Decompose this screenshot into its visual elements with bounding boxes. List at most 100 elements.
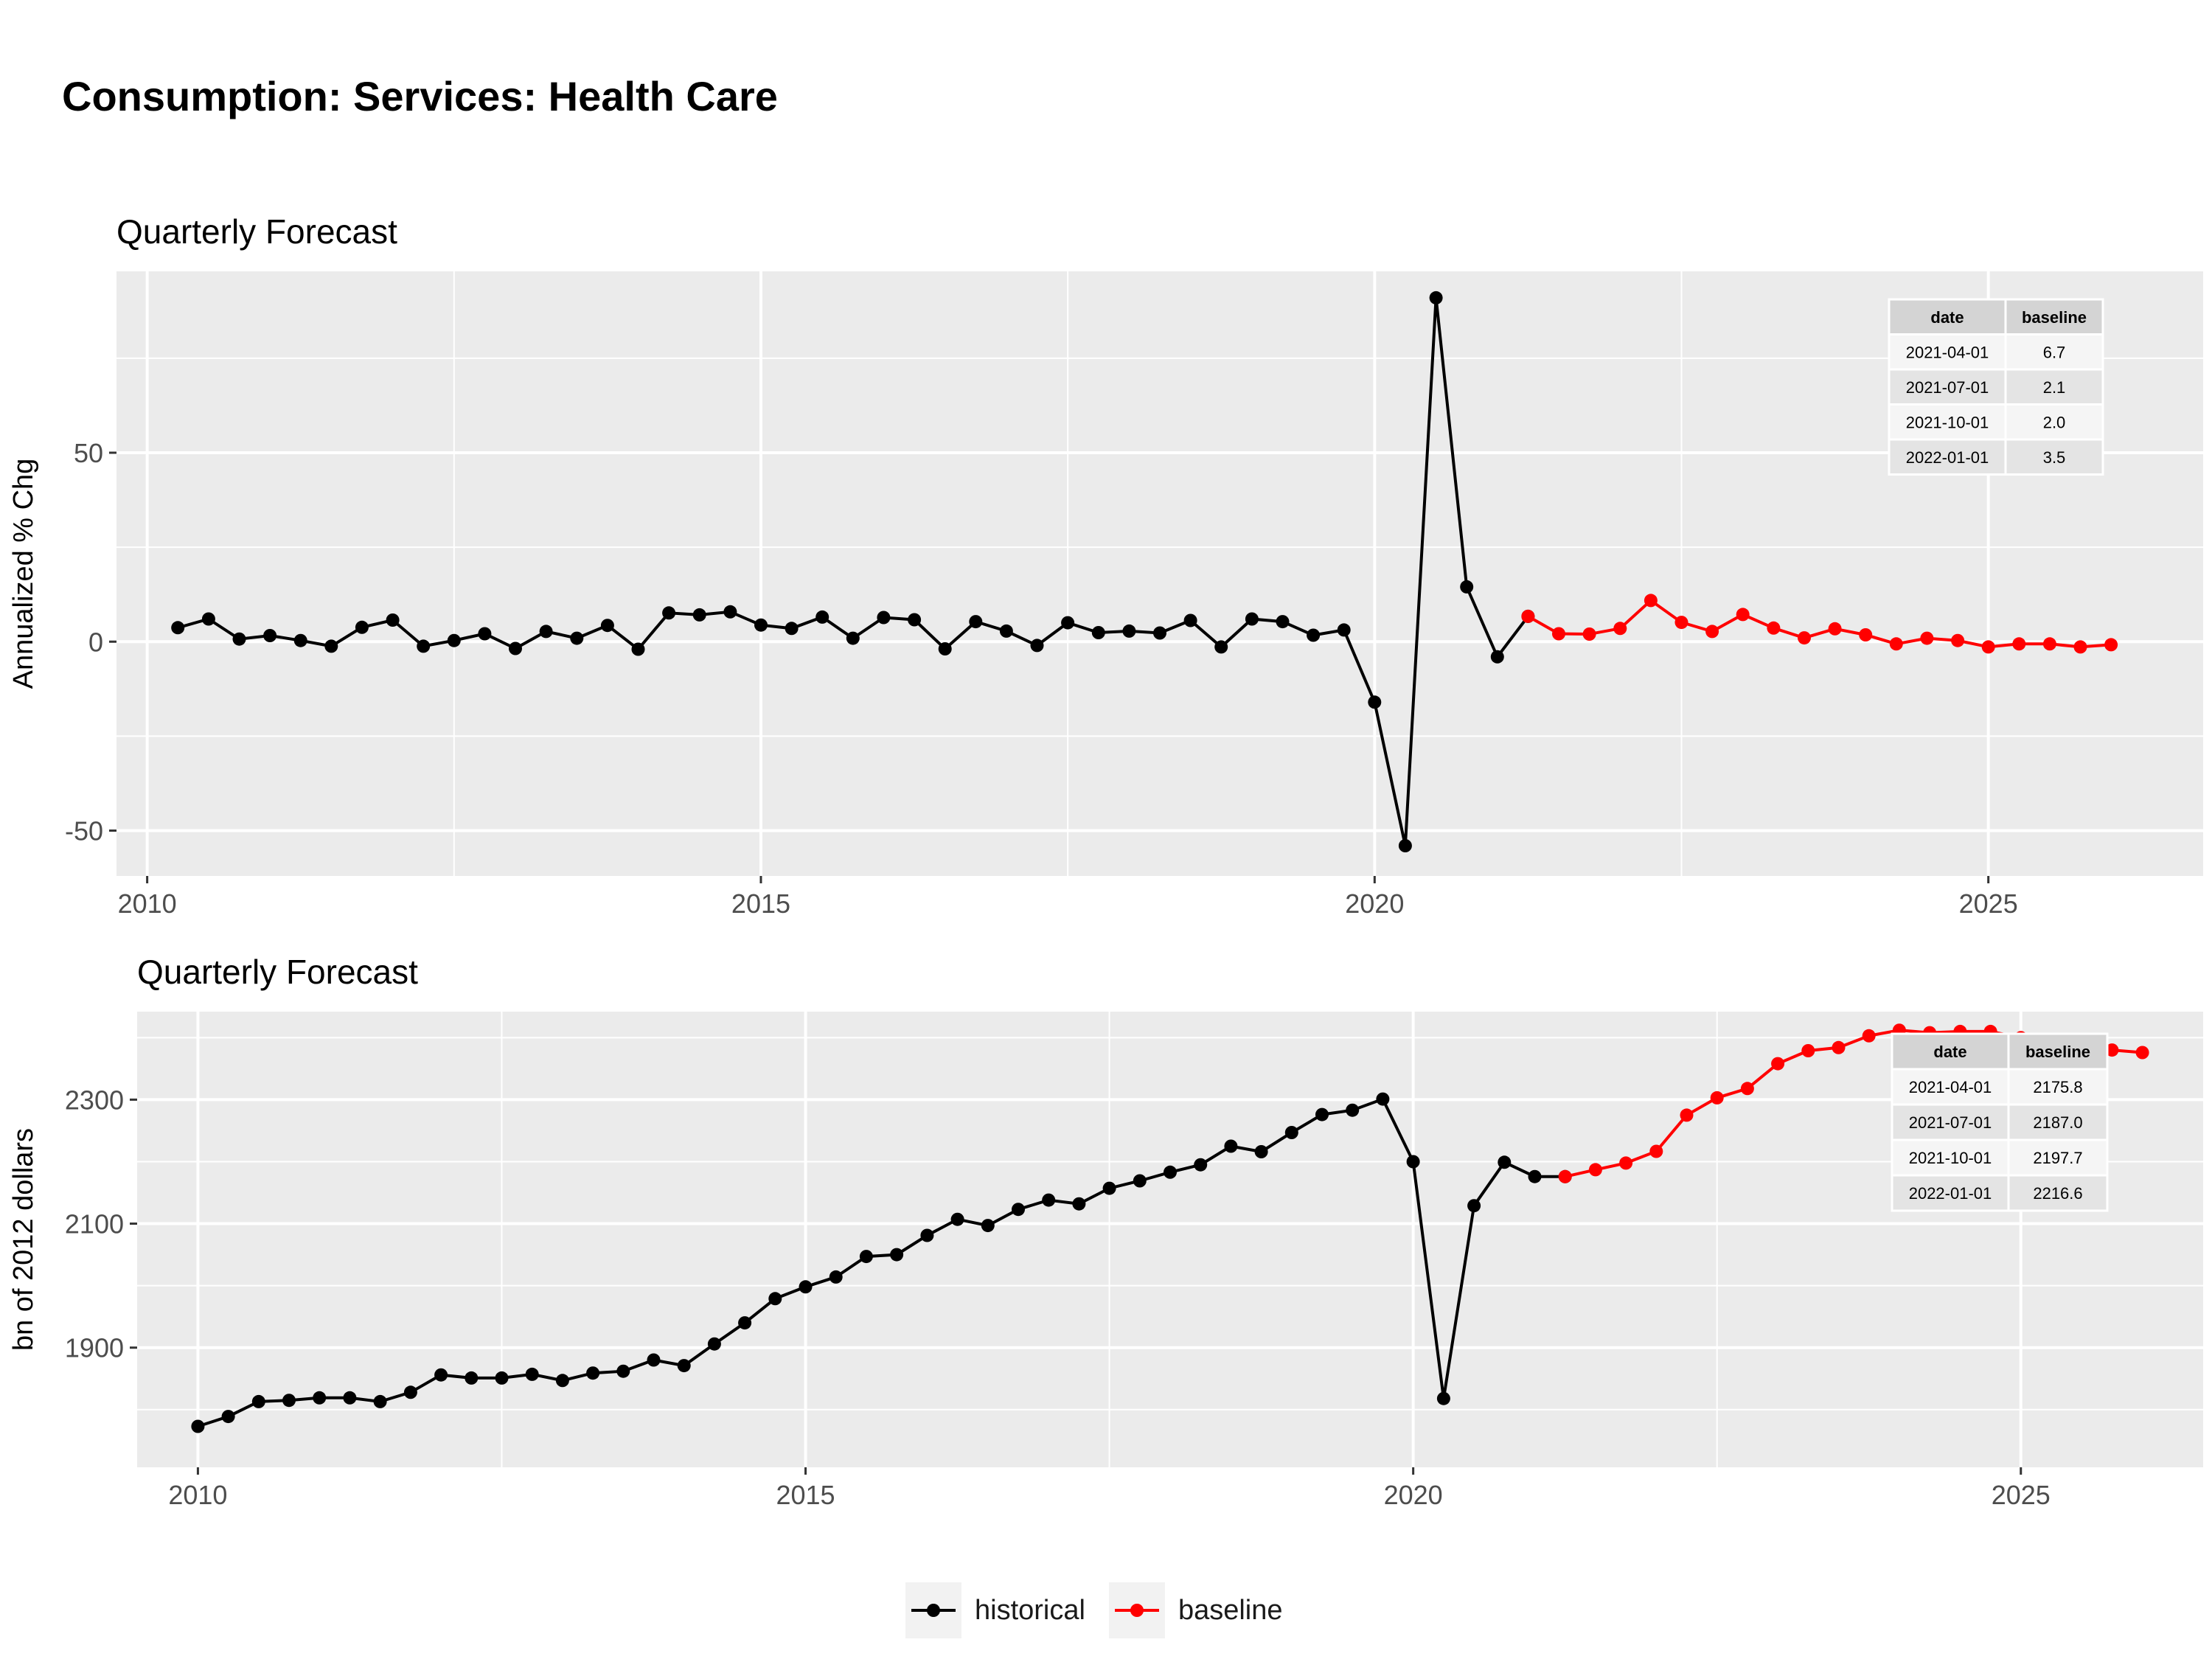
data-point-historical: [1346, 1103, 1360, 1117]
data-point-historical: [509, 641, 522, 655]
table-header-label: baseline: [2025, 1043, 2090, 1061]
table-cell: [2004, 333, 2104, 371]
data-point-historical: [707, 1337, 721, 1351]
data-point-historical: [478, 627, 492, 641]
data-point-historical: [938, 642, 952, 655]
data-point-historical: [586, 1366, 600, 1380]
data-point-historical: [1042, 1193, 1056, 1207]
data-point-historical: [1436, 1391, 1450, 1405]
data-point-baseline: [1832, 1040, 1846, 1054]
data-point-historical: [829, 1270, 843, 1284]
data-point-historical: [251, 1394, 265, 1408]
data-point-historical: [386, 613, 400, 627]
data-point-historical: [1072, 1197, 1086, 1211]
data-point-historical: [1102, 1181, 1116, 1195]
data-point-baseline: [1920, 631, 1934, 645]
data-point-historical: [908, 613, 922, 627]
data-point-historical: [616, 1364, 630, 1378]
data-point-historical: [754, 618, 768, 632]
data-point-historical: [1183, 613, 1197, 627]
data-point-historical: [799, 1280, 813, 1294]
data-point-historical: [981, 1219, 995, 1233]
x-tick-label: 2020: [1384, 1480, 1443, 1510]
data-point-baseline: [1798, 631, 1811, 645]
data-point-historical: [191, 1419, 205, 1433]
data-point-historical: [263, 629, 277, 642]
table-cell: [2007, 1138, 2109, 1177]
data-point-historical: [539, 625, 553, 639]
data-point-historical: [647, 1353, 661, 1367]
legend-key-baseline: [1108, 1582, 1165, 1638]
x-tick-label: 2015: [731, 888, 790, 919]
data-point-historical: [723, 605, 737, 619]
table-cell-value: 2021-07-01: [1906, 378, 1989, 397]
chart-title: Consumption: Services: Health Care: [62, 73, 778, 119]
data-table: date baseline 2021-04-01 6.7 2021-07-01 2.1 20…: [1888, 298, 2104, 476]
data-point-historical: [1214, 640, 1228, 654]
data-point-historical: [920, 1228, 934, 1242]
data-point-baseline: [1552, 627, 1565, 641]
table-cell: [2007, 1174, 2109, 1212]
data-point-baseline: [1951, 633, 1965, 647]
data-point-historical: [1153, 626, 1166, 640]
data-point-historical: [525, 1367, 539, 1381]
table-cell-value: 3.5: [2043, 448, 2066, 467]
data-point-baseline: [1674, 616, 1688, 630]
data-point-historical: [1122, 624, 1136, 638]
data-point-baseline: [1801, 1044, 1815, 1057]
x-tick-label: 2025: [1992, 1480, 2051, 1510]
data-point-baseline: [1859, 628, 1873, 641]
table-header-label: date: [1933, 1043, 1966, 1061]
data-point-historical: [785, 622, 799, 636]
table-header-cell: [1891, 1032, 2010, 1071]
data-point-historical: [1030, 639, 1044, 653]
data-point-historical: [1398, 839, 1412, 852]
data-point-historical: [221, 1410, 235, 1424]
table-cell-value: 2216.6: [2033, 1184, 2082, 1203]
data-point-historical: [171, 621, 185, 635]
data-point-baseline: [2105, 1043, 2119, 1057]
data-point-historical: [373, 1394, 387, 1408]
legend-label-historical: historical: [975, 1594, 1085, 1626]
table-header-cell: [2007, 1032, 2109, 1071]
table-cell: [1891, 1174, 2010, 1212]
data-layer: [171, 291, 2118, 852]
data-point-historical: [465, 1371, 479, 1385]
table-cell-value: 2021-04-01: [1906, 343, 1989, 361]
data-point-historical: [1460, 580, 1474, 594]
table-header-cell: [2004, 298, 2104, 335]
data-point-historical: [1224, 1139, 1238, 1153]
data-point-baseline: [1828, 622, 1842, 636]
table-cell-value: 2.0: [2043, 413, 2066, 431]
data-point-historical: [1337, 623, 1351, 637]
data-point-baseline: [2104, 638, 2118, 652]
x-tick-label: 2020: [1345, 888, 1404, 919]
data-point-historical: [434, 1368, 448, 1382]
legend: historical baseline: [905, 1582, 1307, 1638]
data-point-historical: [417, 639, 431, 653]
data-point-baseline: [2073, 640, 2087, 654]
data-point-historical: [1194, 1158, 1208, 1172]
data-point-baseline: [1649, 1144, 1663, 1158]
data-point-historical: [1164, 1165, 1177, 1179]
x-tick-label: 2010: [118, 888, 177, 919]
y-axis-label: Annualized % Chg: [8, 459, 39, 689]
data-point-historical: [1276, 615, 1290, 629]
data-point-historical: [738, 1316, 752, 1330]
data-point-historical: [1245, 612, 1259, 626]
data-point-baseline: [2012, 637, 2026, 651]
x-tick-label: 2025: [1959, 888, 2018, 919]
table-cell: [2007, 1103, 2109, 1141]
table-cell-value: 6.7: [2043, 343, 2066, 361]
series-line-historical: [197, 1097, 1565, 1428]
data-point-historical: [815, 610, 830, 624]
data-point-baseline: [1521, 609, 1535, 623]
y-tick-label: 1900: [65, 1333, 124, 1363]
data-point-historical: [570, 631, 584, 645]
data-point-baseline: [1588, 1163, 1602, 1177]
table-cell-value: 2022-01-01: [1909, 1184, 1992, 1203]
data-point-historical: [950, 1212, 964, 1226]
data-point-historical: [293, 633, 307, 647]
table-cell: [2004, 368, 2104, 406]
